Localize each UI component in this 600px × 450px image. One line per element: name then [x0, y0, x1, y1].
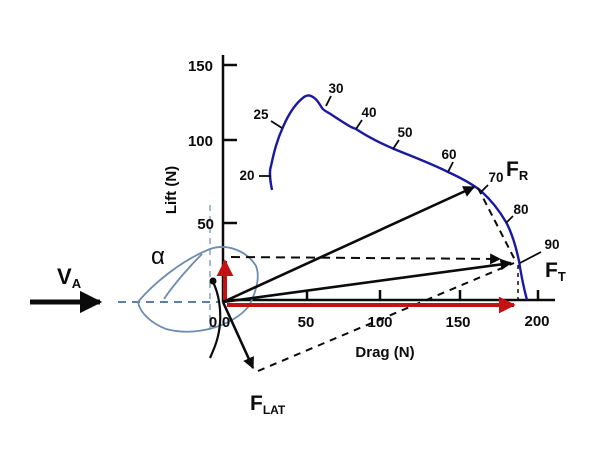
va-label-main: V	[57, 264, 72, 289]
kite-outline	[137, 246, 259, 333]
x-axis-labels: 50 100 150 200	[298, 313, 550, 331]
dashed-lift-level-line	[230, 253, 502, 265]
ft-label-sub: T	[558, 269, 566, 284]
red-component-arrows	[216, 259, 516, 314]
y-axis-title: Lift (N)	[163, 166, 180, 214]
y-tick-150: 150	[188, 58, 213, 75]
force-vectors	[30, 185, 513, 370]
construction-lines	[230, 187, 519, 372]
aoa-50: 50	[397, 125, 412, 140]
x-tick-150: 150	[445, 314, 470, 331]
alpha-label: α	[151, 243, 165, 270]
x-tick-200: 200	[524, 313, 549, 330]
origin-labels: 0 0	[209, 314, 230, 331]
ft-label: FT	[545, 259, 566, 284]
aoa-80: 80	[513, 202, 528, 217]
ft-label-main: F	[545, 259, 558, 282]
y-zero-label: 0	[209, 314, 217, 331]
aoa-60: 60	[441, 147, 456, 162]
y-axis-labels: 150 100 50	[188, 58, 214, 233]
tether-curve	[208, 281, 222, 359]
va-label-sub: A	[72, 276, 82, 291]
kite-crease-line	[163, 253, 203, 300]
va-label: VA	[57, 264, 82, 291]
y-tick-50: 50	[197, 216, 214, 233]
y-tick-100: 100	[188, 133, 213, 150]
flat-vector-arrow	[221, 301, 255, 370]
fr-label-main: F	[506, 158, 519, 181]
flat-label-main: F	[250, 392, 263, 415]
aoa-20: 20	[239, 168, 254, 183]
aoa-70: 70	[488, 170, 503, 185]
ft-vector-arrow	[222, 258, 513, 304]
aoa-90: 90	[544, 237, 559, 252]
x-tick-100: 100	[367, 314, 392, 331]
flat-label-sub: LAT	[263, 403, 286, 417]
aoa-30: 30	[328, 81, 343, 96]
x-axis-ticks	[305, 290, 540, 300]
fr-vector-arrow	[222, 185, 476, 304]
attachment-point-dot	[209, 277, 217, 285]
aoa-tick-marks	[259, 95, 542, 264]
x-zero-label: 0	[222, 314, 230, 331]
kite-sketch	[137, 246, 259, 333]
y-axis-ticks	[223, 63, 237, 225]
dashed-fr-to-ft-line	[477, 187, 516, 261]
aoa-40: 40	[361, 105, 376, 120]
x-axis-title: Drag (N)	[355, 344, 414, 361]
fr-label-sub: R	[519, 168, 529, 183]
lift-drag-polar-curve	[268, 94, 529, 301]
x-tick-50: 50	[298, 314, 315, 331]
fr-label: FR	[506, 158, 529, 183]
aoa-25: 25	[253, 107, 269, 122]
flat-label: FLAT	[250, 392, 286, 417]
aoa-labels: 20 25 30 40 50 60 70 80 90	[239, 81, 559, 252]
